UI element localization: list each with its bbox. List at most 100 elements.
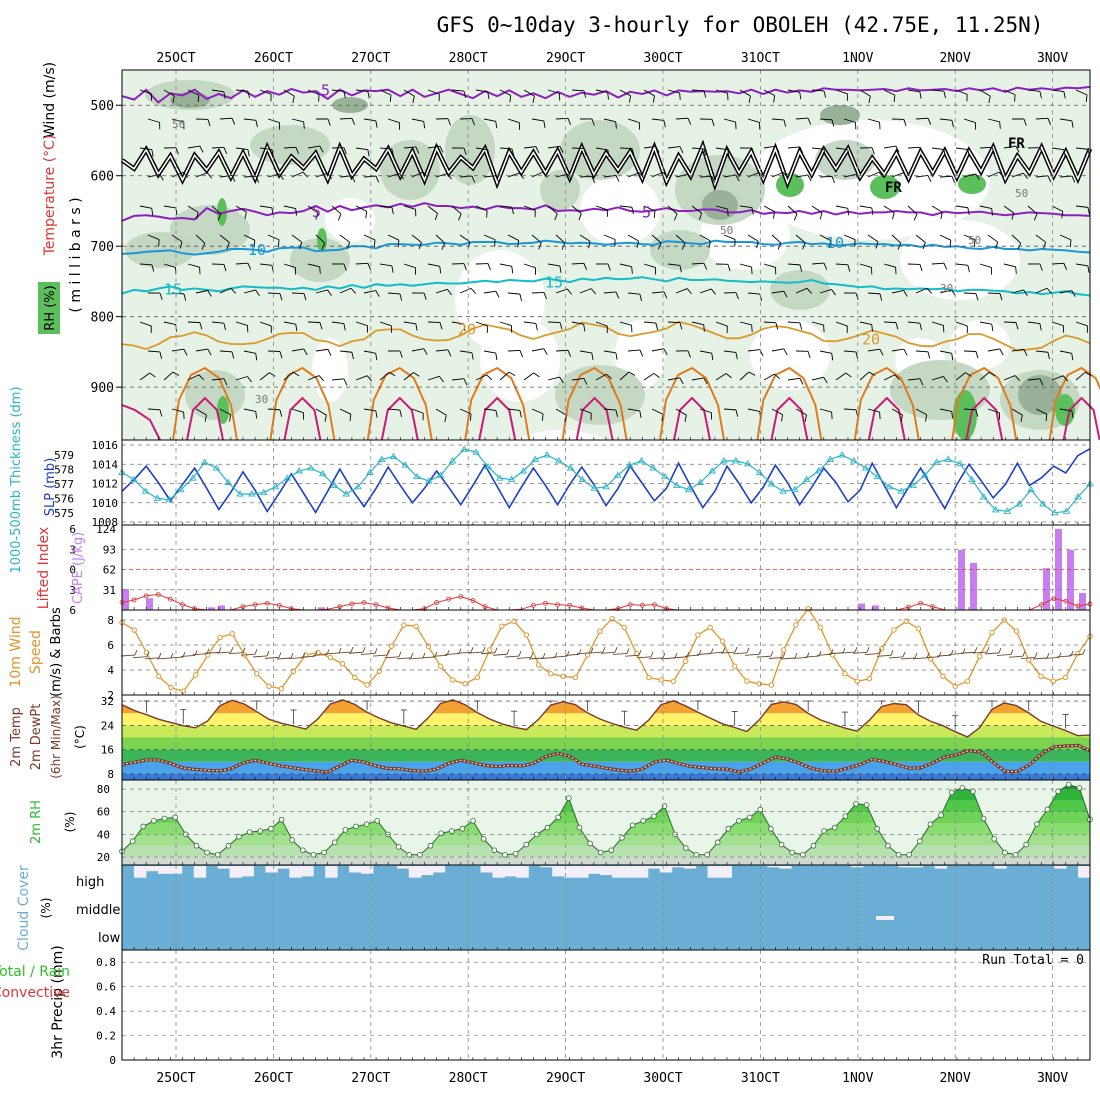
- wind-barb: [792, 657, 808, 659]
- wind-barb: [691, 89, 705, 92]
- thickness-point: [755, 468, 764, 475]
- wind-barb-feather: [347, 242, 351, 249]
- date-label-top: 30OCT: [643, 51, 682, 66]
- wind-barb-feather: [423, 121, 426, 129]
- wind-barb: [691, 147, 705, 150]
- wind-speed-point: [131, 627, 137, 633]
- moist-region: [445, 115, 495, 185]
- wind-barb: [331, 205, 342, 215]
- wind-barb-feather: [748, 95, 751, 103]
- wind-barb-feather: [831, 289, 836, 296]
- wind-barb: [531, 348, 544, 352]
- rh-point: [140, 823, 147, 830]
- thickness-point: [519, 467, 528, 474]
- wind-barb-feather: [602, 646, 606, 653]
- cloud-level-middle: middle: [76, 903, 120, 918]
- wind-barb: [171, 408, 184, 413]
- wind-barb-feather: [655, 322, 659, 331]
- wind-barb-feather: [807, 174, 812, 182]
- wind-barb: [144, 657, 160, 660]
- wind-barb-feather: [1047, 352, 1050, 360]
- wind-barb: [1051, 147, 1064, 151]
- wind-barb-feather: [509, 95, 512, 103]
- wind-barb: [579, 234, 591, 242]
- wind-barb: [795, 287, 808, 294]
- wind-barb: [516, 656, 532, 659]
- rh-point: [257, 828, 264, 834]
- wind-speed-point: [474, 674, 481, 681]
- wind-barb: [720, 651, 736, 654]
- wind-barb: [915, 408, 927, 415]
- pressure-axis-label: ( m i l l i b a r s ): [68, 197, 84, 312]
- rh-point: [438, 830, 444, 837]
- wind-speed-point: [462, 681, 468, 687]
- wind-barb-feather: [567, 118, 572, 126]
- temp-band: [122, 773, 1090, 780]
- wind-barb-feather: [756, 241, 759, 249]
- rh-point: [310, 851, 317, 858]
- wind-barb-feather: [1071, 353, 1074, 361]
- wind-barb: [235, 205, 247, 213]
- li-point: [349, 601, 355, 607]
- isotherm-25-lobe: [561, 366, 628, 441]
- wind-barb-feather: [295, 147, 300, 154]
- precip-legend-total: Total / Rain: [0, 964, 70, 980]
- wind-barb: [1059, 290, 1072, 294]
- slp-tick-label: 1016: [92, 439, 119, 452]
- wind-barb-feather: [463, 378, 468, 386]
- wind-barb: [931, 262, 945, 265]
- wind-barb: [667, 263, 680, 266]
- li-point: [555, 602, 560, 607]
- wind-barb: [547, 321, 561, 323]
- high-cloud-gap: [504, 866, 517, 877]
- wind-barb-feather: [782, 172, 789, 179]
- wind-barb: [363, 350, 376, 354]
- wind-barb: [435, 234, 446, 244]
- wind-barb-feather: [1047, 118, 1052, 125]
- thickness-point: [342, 490, 351, 497]
- wind-barb: [571, 89, 585, 92]
- isotherm-25-lobe: [951, 366, 1018, 441]
- wind-barb-feather: [159, 409, 163, 417]
- wind-barb-feather: [254, 648, 258, 655]
- thickness-point: [1050, 508, 1059, 516]
- wind-barb: [435, 173, 448, 178]
- isotherm-30-lobe: [867, 396, 906, 441]
- wind-barb-feather: [543, 120, 546, 128]
- wind-barb: [171, 171, 184, 178]
- rh-point: [459, 825, 466, 832]
- wind-barb-feather: [231, 351, 235, 359]
- wind-barb-feather: [172, 371, 180, 376]
- thickness-point: [1062, 507, 1071, 514]
- wind-barb: [291, 171, 304, 178]
- wind-barb: [331, 321, 344, 324]
- wind-barb-feather: [223, 264, 227, 272]
- thickness-point: [472, 448, 480, 455]
- wind-barb-feather: [1033, 213, 1038, 221]
- high-cloud-gap: [289, 866, 302, 878]
- wind-speed-point: [156, 673, 162, 679]
- wind-barb: [699, 234, 711, 242]
- wind-speed-point: [180, 688, 186, 694]
- wind-barb: [987, 408, 1000, 414]
- wind-barb: [427, 89, 440, 95]
- wind-barb-feather: [223, 147, 228, 154]
- wind-barb: [651, 171, 664, 178]
- wind-barb: [931, 376, 944, 381]
- wind-barb-feather: [559, 322, 563, 330]
- high-cloud-gap: [1078, 866, 1091, 878]
- temp-label: 2m Temp: [9, 707, 24, 767]
- wind-barb-feather: [487, 263, 491, 271]
- thickness-point: [968, 475, 976, 483]
- wind10-label: Speed: [28, 630, 44, 674]
- wind-barb-feather: [255, 289, 260, 297]
- wind-barb-feather: [799, 378, 804, 385]
- wind-barb-feather: [631, 266, 633, 274]
- wind-barb: [811, 147, 824, 150]
- wind-barb-feather: [327, 349, 332, 356]
- moist-region: [650, 230, 710, 270]
- isotherm-label: 10: [248, 241, 266, 259]
- temp-band: [122, 737, 1090, 750]
- wind-barb-feather: [607, 263, 611, 271]
